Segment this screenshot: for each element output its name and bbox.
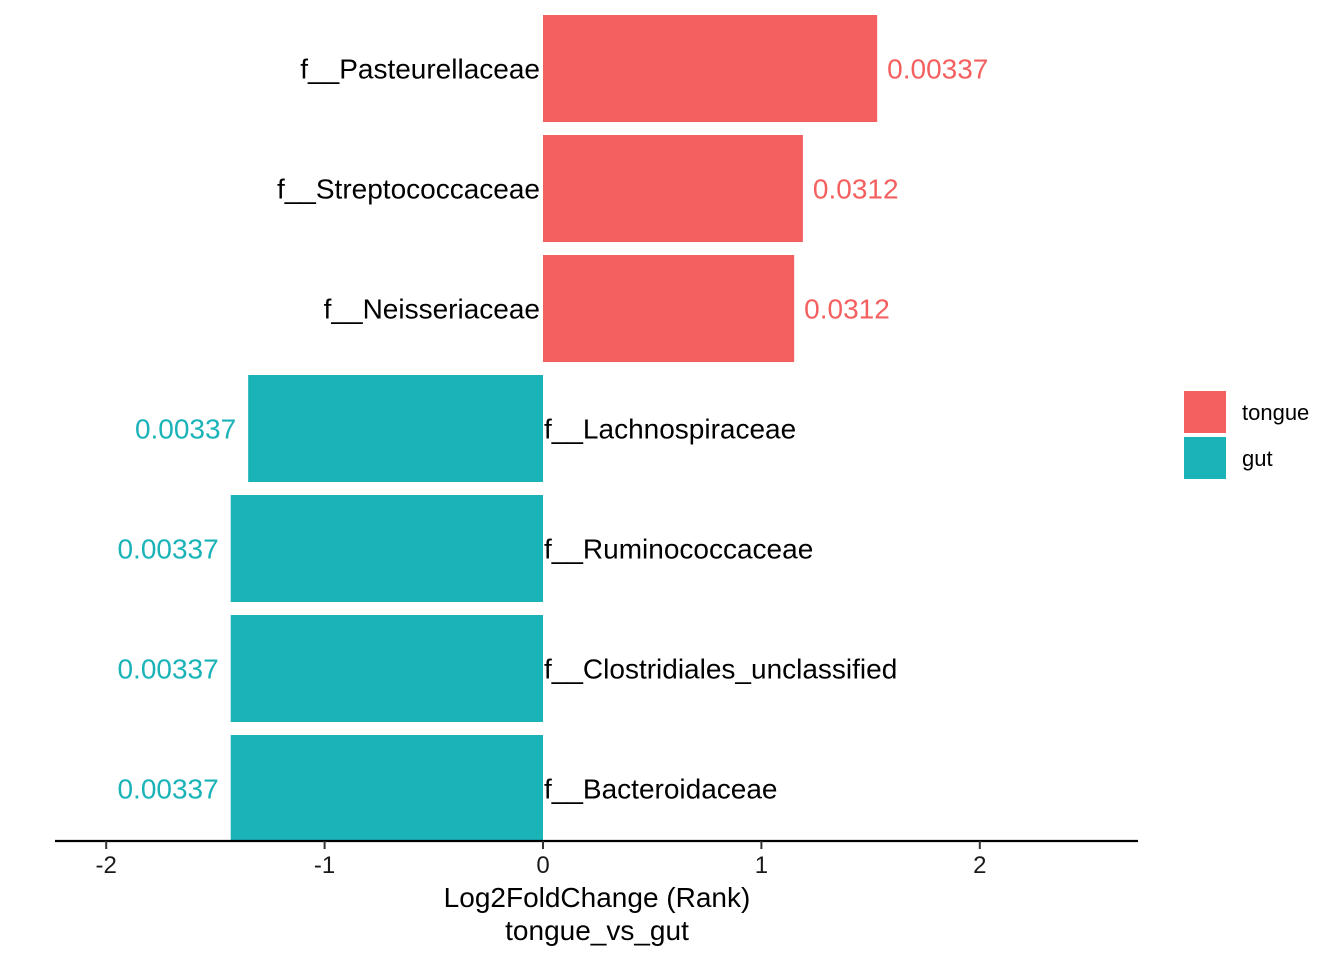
- data-label: 0.00337: [117, 534, 218, 565]
- category-label: f__Clostridiales_unclassified: [544, 654, 897, 685]
- data-label: 0.00337: [887, 54, 988, 85]
- legend-label-gut: gut: [1242, 446, 1273, 471]
- x-tick-label: 0: [536, 852, 549, 879]
- bar-f-clostridiales-unclassified: [230, 615, 544, 722]
- labels-layer: f__Pasteurellaceae 0.00337 f__Streptococca…: [117, 54, 988, 805]
- data-label: 0.00337: [117, 654, 218, 685]
- data-label: 0.0312: [804, 294, 890, 325]
- x-tick-label: -2: [96, 852, 117, 879]
- data-label: 0.00337: [117, 774, 218, 805]
- bar-f-ruminococcaceae: [230, 495, 544, 602]
- category-label: f__Bacteroidaceae: [544, 774, 778, 805]
- category-label: f__Neisseriaceae: [324, 294, 540, 325]
- bar-f-bacteroidaceae: [230, 735, 544, 842]
- bar-f-neisseriaceae: [543, 255, 795, 362]
- category-label: f__Lachnospiraceae: [544, 414, 796, 445]
- category-label: f__Streptococcaceae: [277, 174, 540, 205]
- x-tick-label: -1: [314, 852, 335, 879]
- data-label: 0.00337: [135, 414, 236, 445]
- bar-f-streptococcaceae: [543, 135, 803, 242]
- legend: tongue gut: [1184, 391, 1309, 479]
- bar-f-pasteurellaceae: [543, 15, 878, 122]
- category-label: f__Ruminococcaceae: [544, 534, 813, 565]
- x-axis-title: Log2FoldChange (Rank): [444, 882, 751, 913]
- x-axis-subtitle: tongue_vs_gut: [505, 915, 689, 946]
- x-tick-label: 2: [973, 852, 986, 879]
- x-tick-label: 1: [755, 852, 768, 879]
- legend-key-tongue: [1184, 391, 1226, 433]
- x-axis: -2 -1 0 1 2: [55, 839, 1138, 879]
- legend-key-gut: [1184, 437, 1226, 479]
- category-label: f__Pasteurellaceae: [300, 54, 540, 85]
- data-label: 0.0312: [813, 174, 899, 205]
- legend-label-tongue: tongue: [1242, 400, 1309, 425]
- bar-f-lachnospiraceae: [248, 375, 543, 482]
- bars-layer: [230, 15, 878, 842]
